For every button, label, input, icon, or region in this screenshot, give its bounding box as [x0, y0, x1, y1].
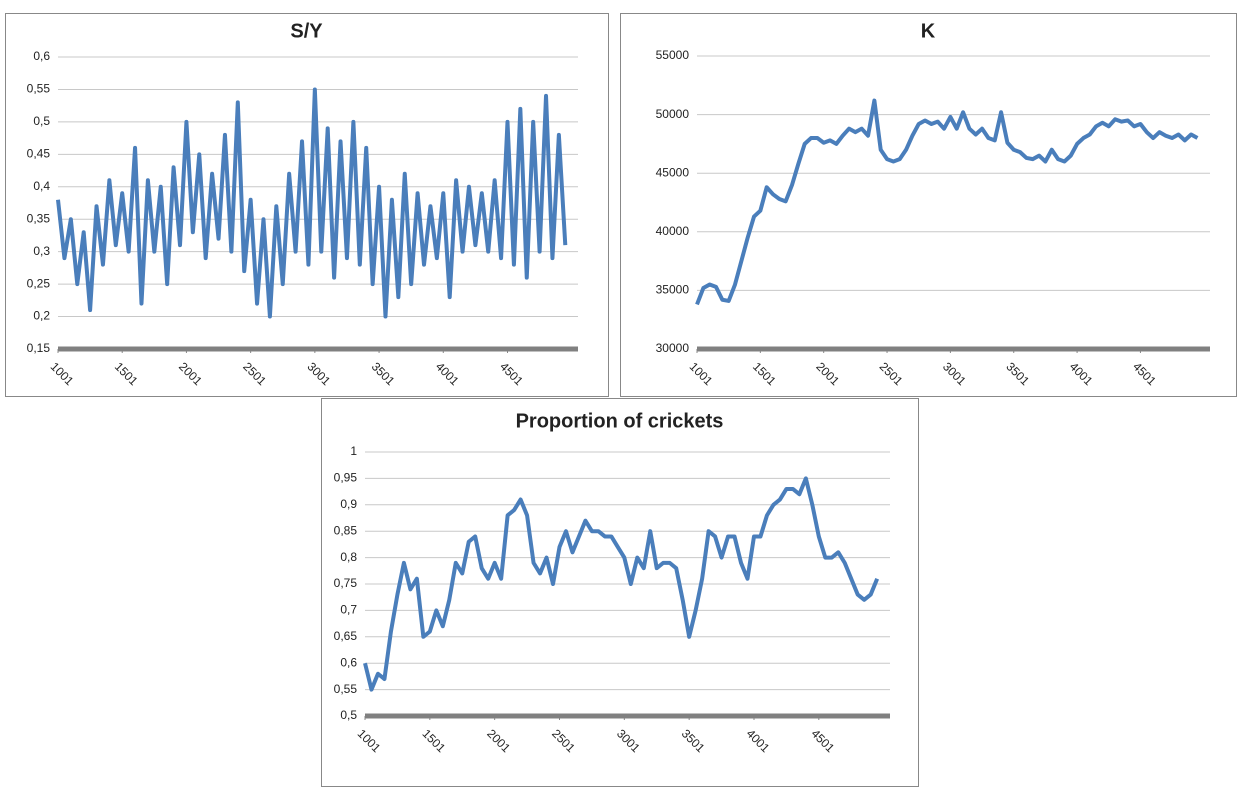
y-tick-label: 0,5 — [340, 708, 357, 722]
y-tick-label: 0,55 — [27, 82, 51, 96]
chart-frame — [620, 13, 1237, 397]
y-tick-label: 50000 — [656, 107, 690, 121]
chart-title: K — [921, 20, 936, 42]
y-tick-label: 0,65 — [334, 629, 358, 643]
y-tick-label: 40000 — [656, 224, 690, 238]
chart-frame — [321, 398, 919, 787]
y-tick-label: 0,25 — [27, 276, 51, 290]
y-tick-label: 0,7 — [340, 603, 357, 617]
y-tick-label: 0,35 — [27, 211, 51, 225]
y-tick-label: 55000 — [656, 48, 690, 62]
y-tick-label: 45000 — [656, 165, 690, 179]
data-line — [363, 476, 880, 692]
y-tick-label: 0,9 — [340, 497, 357, 511]
y-tick-label: 0,6 — [33, 49, 50, 63]
y-tick-label: 0,55 — [334, 682, 358, 696]
y-tick-label: 0,85 — [334, 523, 358, 537]
y-tick-label: 0,4 — [33, 179, 50, 193]
y-tick-label: 0,5 — [33, 114, 50, 128]
y-tick-label: 0,3 — [33, 244, 50, 258]
y-tick-label: 0,75 — [334, 576, 358, 590]
y-tick-label: 35000 — [656, 283, 690, 297]
data-line — [695, 98, 1199, 306]
y-tick-label: 0,6 — [340, 655, 357, 669]
y-tick-label: 0,8 — [340, 550, 357, 564]
y-tick-label: 1 — [350, 444, 357, 458]
y-tick-label: 0,45 — [27, 147, 51, 161]
y-tick-label: 30000 — [656, 341, 690, 355]
chart-title: S/Y — [290, 20, 323, 42]
data-line — [56, 87, 568, 319]
y-tick-label: 0,95 — [334, 471, 358, 485]
y-tick-label: 0,2 — [33, 309, 50, 323]
chart-title: Proportion of crickets — [516, 410, 724, 432]
y-tick-label: 0,15 — [27, 341, 51, 355]
